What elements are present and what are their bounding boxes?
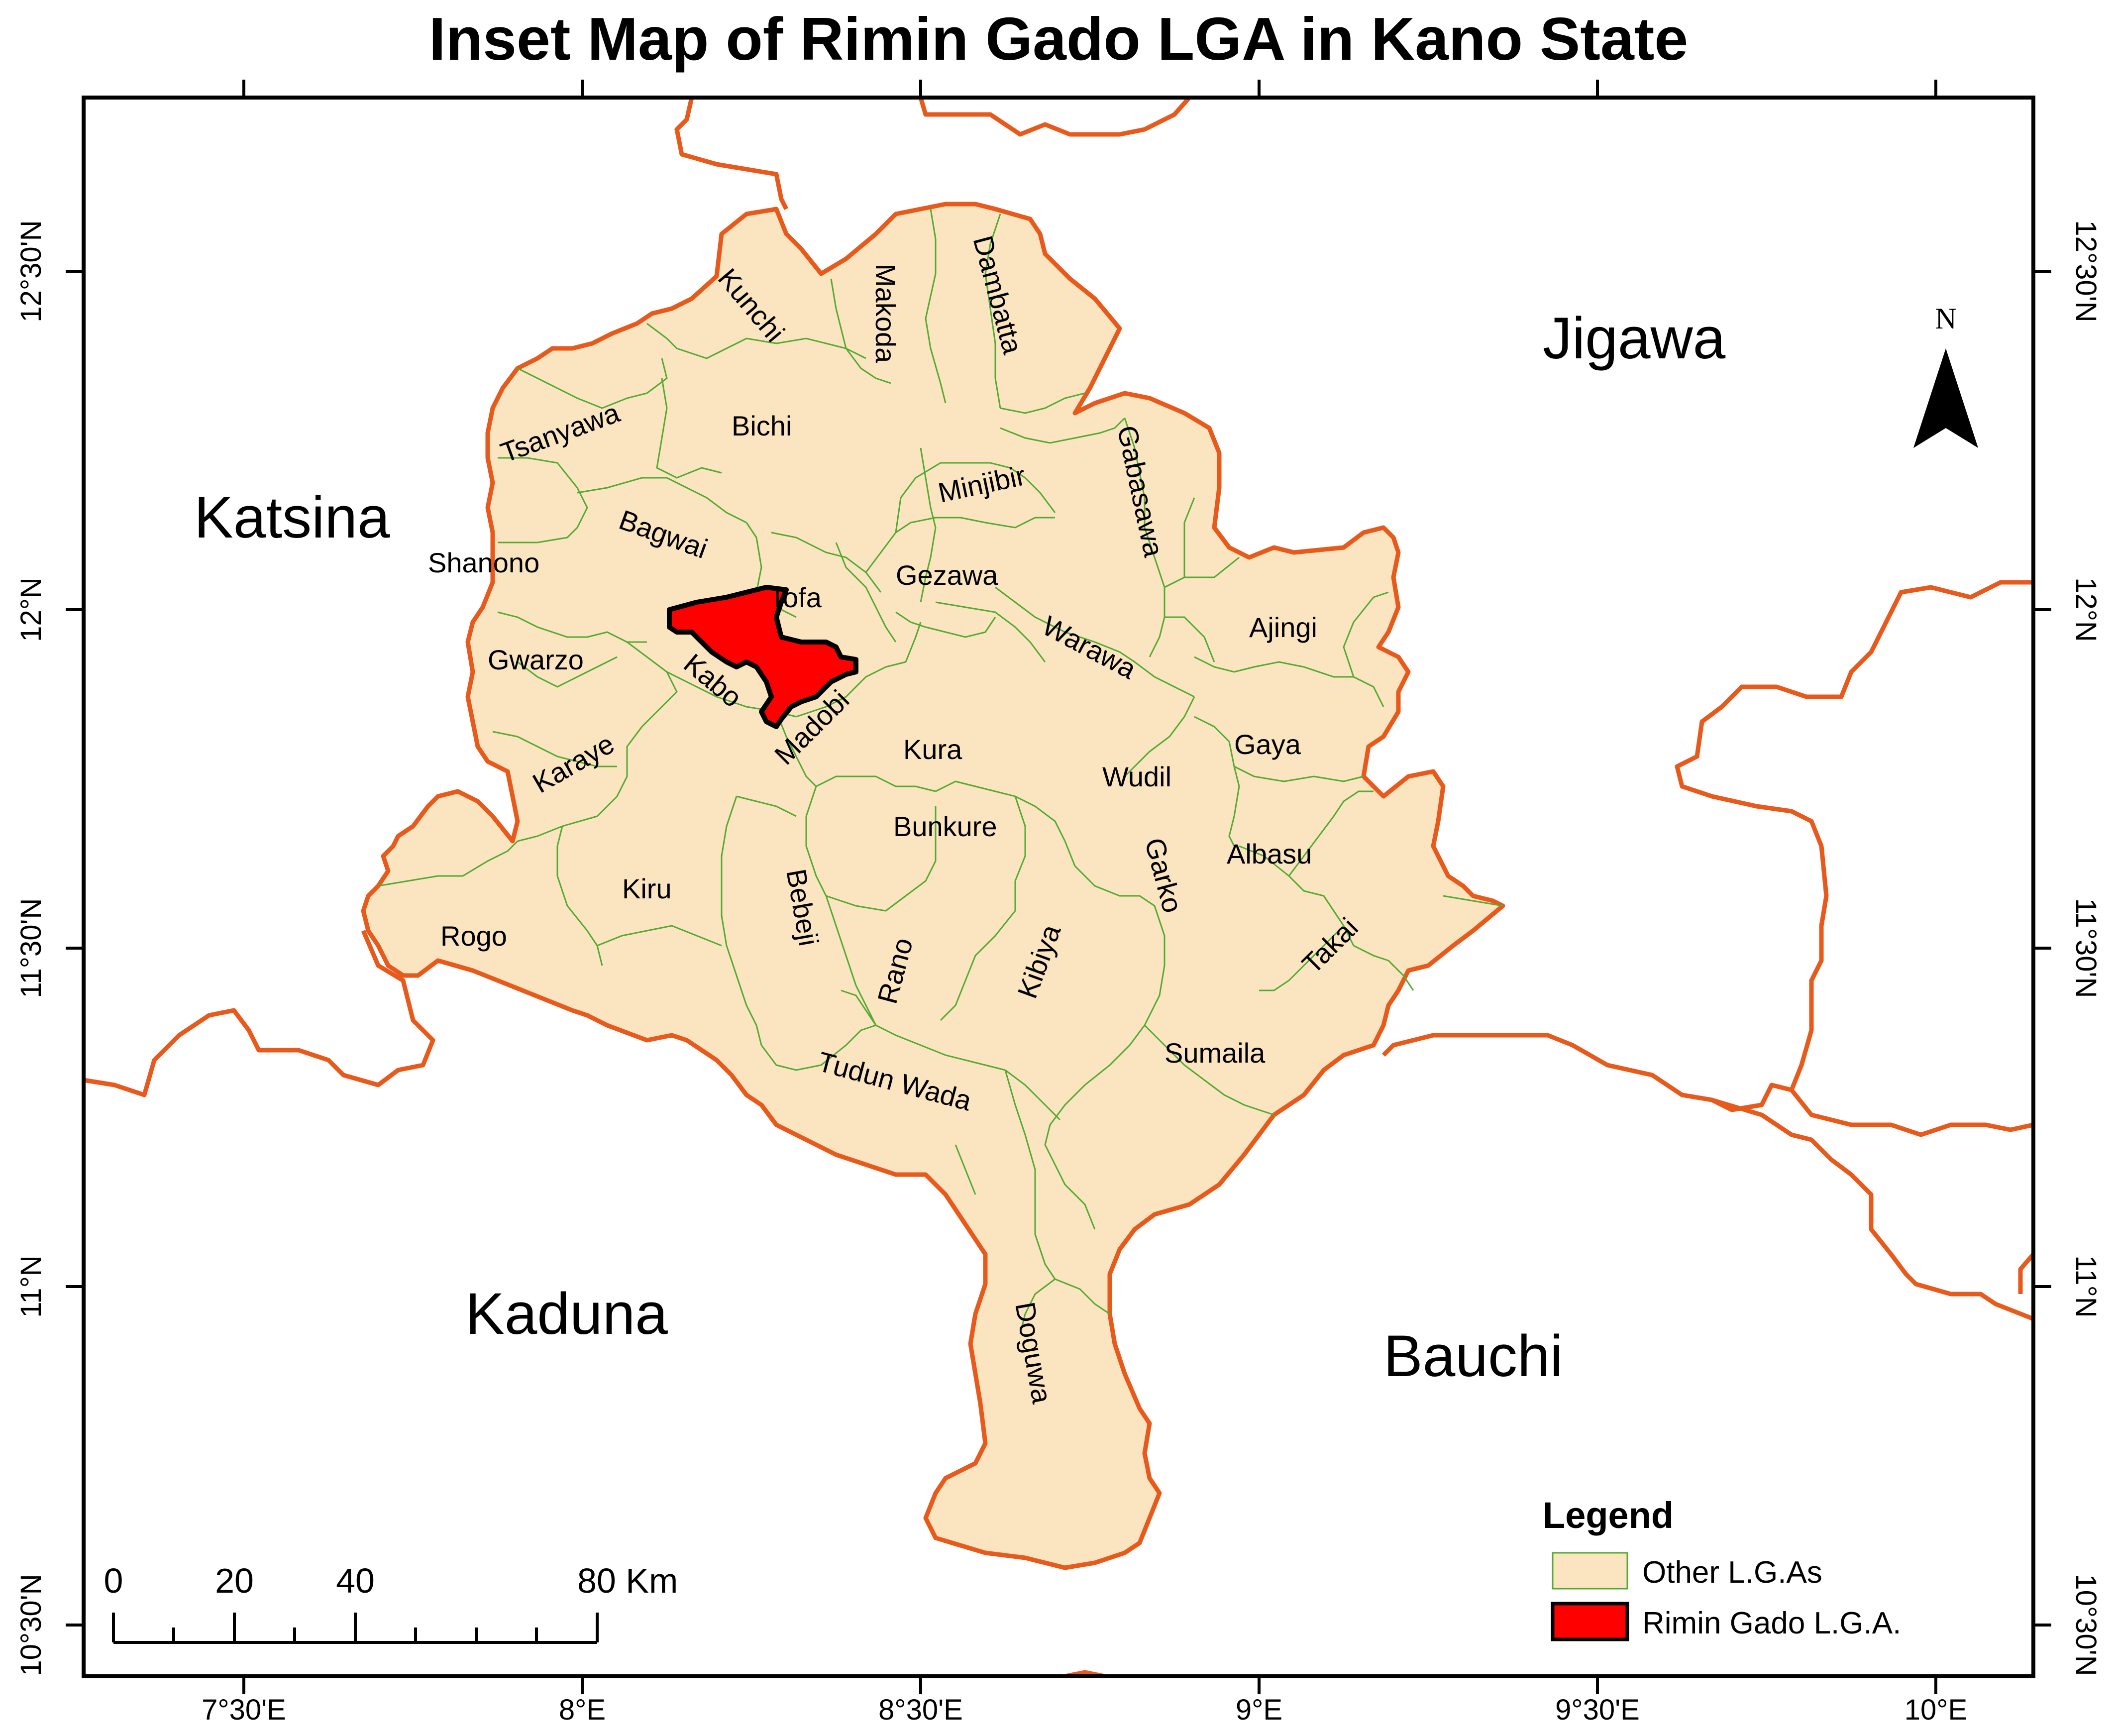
latitude-labels-right: 12°30'N 12°N 11°30'N 11°N 10°30'N — [2070, 220, 2102, 1676]
lga-label-wudil: Wudil — [1102, 761, 1171, 792]
lga-label-gwarzo: Gwarzo — [488, 644, 584, 675]
lga-label-sumaila: Sumaila — [1164, 1037, 1266, 1069]
legend-title: Legend — [1543, 1495, 1674, 1536]
lga-label-bunkure: Bunkure — [893, 811, 997, 842]
lat-label: 10°30'N — [15, 1574, 47, 1676]
latitude-labels-left: 12°30'N 12°N 11°30'N 11°N 10°30'N — [15, 220, 47, 1676]
katsina-north-boundary — [674, 97, 789, 211]
state-label-kaduna: Kaduna — [465, 1281, 668, 1347]
lat-label: 10°30'N — [2070, 1574, 2102, 1676]
lat-label: 12°30'N — [15, 220, 47, 322]
katsina-kaduna-boundary — [83, 930, 435, 1097]
scale-label-80: 80 Km — [577, 1561, 678, 1600]
state-label-bauchi: Bauchi — [1383, 1323, 1563, 1389]
lga-label-rogo: Rogo — [440, 920, 507, 952]
rimin-gado-lga[interactable] — [667, 585, 858, 729]
lga-label-makoda: Makoda — [870, 264, 901, 363]
graticule-ticks — [66, 80, 2051, 1694]
lga-label-kiru: Kiru — [622, 873, 672, 904]
longitude-labels: 7°30'E 8°E 8°30'E 9°E 9°30'E 10°E — [202, 1694, 1967, 1726]
lon-label: 9°E — [1236, 1694, 1282, 1726]
lat-label: 11°30'N — [2070, 898, 2102, 998]
lon-label: 8°E — [559, 1694, 606, 1726]
north-label: N — [1935, 302, 1956, 335]
legend-label-other-lgas: Other L.G.As — [1642, 1555, 1822, 1590]
lon-label: 7°30'E — [202, 1694, 286, 1726]
scale-bar: 0 20 40 80 Km — [104, 1561, 678, 1644]
scale-label-0: 0 — [104, 1561, 123, 1600]
scale-label-40: 40 — [336, 1561, 375, 1600]
lga-label-albasu: Albasu — [1227, 838, 1312, 869]
lga-label-ajingi: Ajingi — [1249, 612, 1317, 643]
legend-swatch-other-lgas — [1552, 1552, 1628, 1590]
scale-bar-ticks — [112, 1613, 599, 1642]
kano-state-outline — [361, 202, 1505, 1570]
lga-label-kura: Kura — [903, 734, 962, 765]
jigawa-north-boundary — [918, 96, 1191, 137]
lat-label: 12°30'N — [2070, 220, 2102, 322]
map-frame — [82, 96, 2035, 1678]
lat-label: 11°N — [2070, 1255, 2102, 1317]
legend: Legend Other L.G.As Rimin Gado L.G.A. — [1543, 1495, 1901, 1641]
north-arrow-right-half — [1946, 348, 1978, 448]
lat-label: 12°N — [2070, 577, 2102, 642]
map-title: Inset Map of Rimin Gado LGA in Kano Stat… — [429, 5, 1689, 73]
lon-label: 8°30'E — [878, 1694, 963, 1726]
lat-label: 11°N — [15, 1255, 47, 1317]
lga-label-gezawa: Gezawa — [896, 559, 998, 591]
scale-label-20: 20 — [215, 1561, 254, 1600]
state-boundaries — [83, 96, 2035, 1679]
bauchi-east-boundary — [1711, 1097, 2034, 1321]
lon-label: 9°30'E — [1555, 1694, 1640, 1726]
lon-label: 10°E — [1905, 1694, 1967, 1726]
lat-label: 12°N — [15, 577, 47, 642]
lga-label-gaya: Gaya — [1234, 729, 1301, 760]
legend-label-rimin-gado: Rimin Gado L.G.A. — [1642, 1606, 1901, 1640]
legend-swatch-rimin-gado — [1551, 1602, 1629, 1641]
right-edge-boundary — [2018, 1253, 2035, 1294]
lga-boundaries — [378, 209, 1503, 1334]
state-label-jigawa: Jigawa — [1543, 306, 1726, 371]
lga-label-bichi: Bichi — [732, 410, 792, 441]
bauchi-right-boundary — [1790, 1088, 2034, 1137]
jigawa-bauchi-boundary — [1381, 580, 2033, 1112]
north-arrow-left-half — [1913, 348, 1946, 448]
state-label-katsina: Katsina — [194, 485, 390, 550]
lga-label-tofa: Tofa — [769, 582, 822, 613]
lat-label: 11°30'N — [15, 898, 47, 998]
north-arrow: N — [1913, 302, 1978, 448]
lga-label-shanono: Shanono — [428, 547, 539, 578]
